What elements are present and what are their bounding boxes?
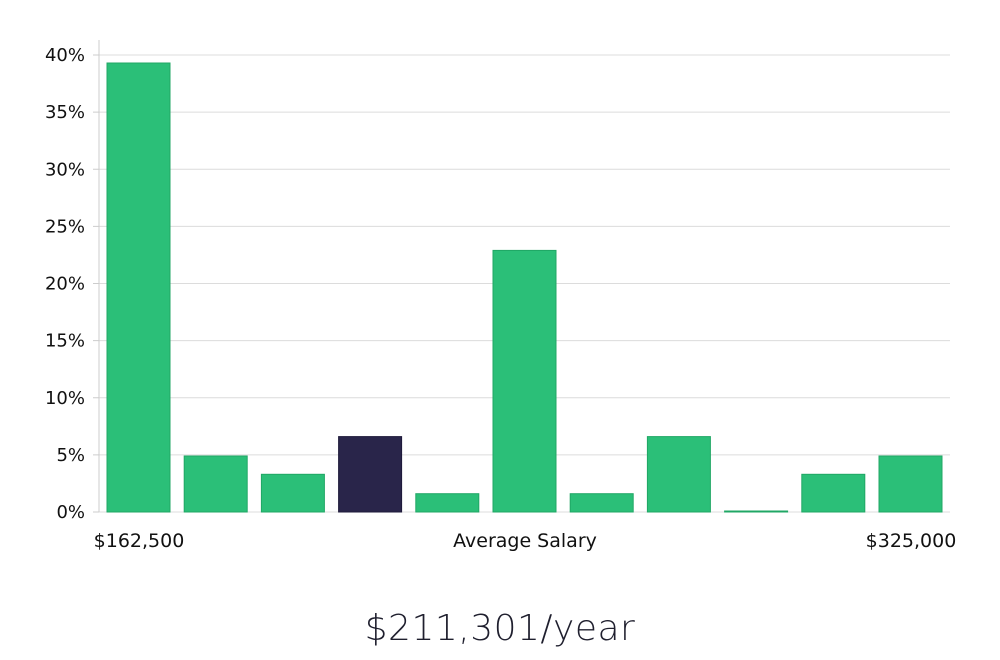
bar bbox=[183, 455, 248, 513]
bar bbox=[646, 436, 711, 513]
y-tick-label: 10% bbox=[45, 388, 85, 409]
bar bbox=[569, 493, 634, 513]
bar bbox=[106, 62, 171, 513]
x-max-label: $325,000 bbox=[866, 530, 957, 552]
y-tick-label: 0% bbox=[56, 502, 85, 523]
y-axis: 0% 5% 10% 15% 20% 25% 30% 35% 40% bbox=[45, 40, 100, 523]
x-axis: $162,500 Average Salary $325,000 bbox=[94, 530, 957, 552]
bar bbox=[260, 473, 325, 513]
salary-histogram: 0% 5% 10% 15% 20% 25% 30% 35% 40% $162,500 Avera… bbox=[45, 40, 957, 552]
x-mid-label: Average Salary bbox=[453, 530, 597, 552]
y-tick-label: 40% bbox=[45, 45, 85, 66]
bar bbox=[415, 493, 480, 513]
bar bbox=[878, 455, 943, 513]
y-tick-label: 20% bbox=[45, 274, 85, 295]
bars bbox=[106, 62, 943, 513]
x-min-label: $162,500 bbox=[94, 530, 185, 552]
y-tick-label: 30% bbox=[45, 159, 85, 180]
y-tick-label: 15% bbox=[45, 331, 85, 352]
bar bbox=[801, 473, 866, 513]
y-tick-label: 5% bbox=[56, 445, 85, 466]
y-tick-label: 25% bbox=[45, 216, 85, 237]
bar-highlight bbox=[338, 436, 403, 513]
bar bbox=[724, 510, 789, 513]
y-tick-label: 35% bbox=[45, 102, 85, 123]
average-salary-value: $211,301/year bbox=[364, 608, 636, 649]
bar bbox=[492, 249, 557, 513]
